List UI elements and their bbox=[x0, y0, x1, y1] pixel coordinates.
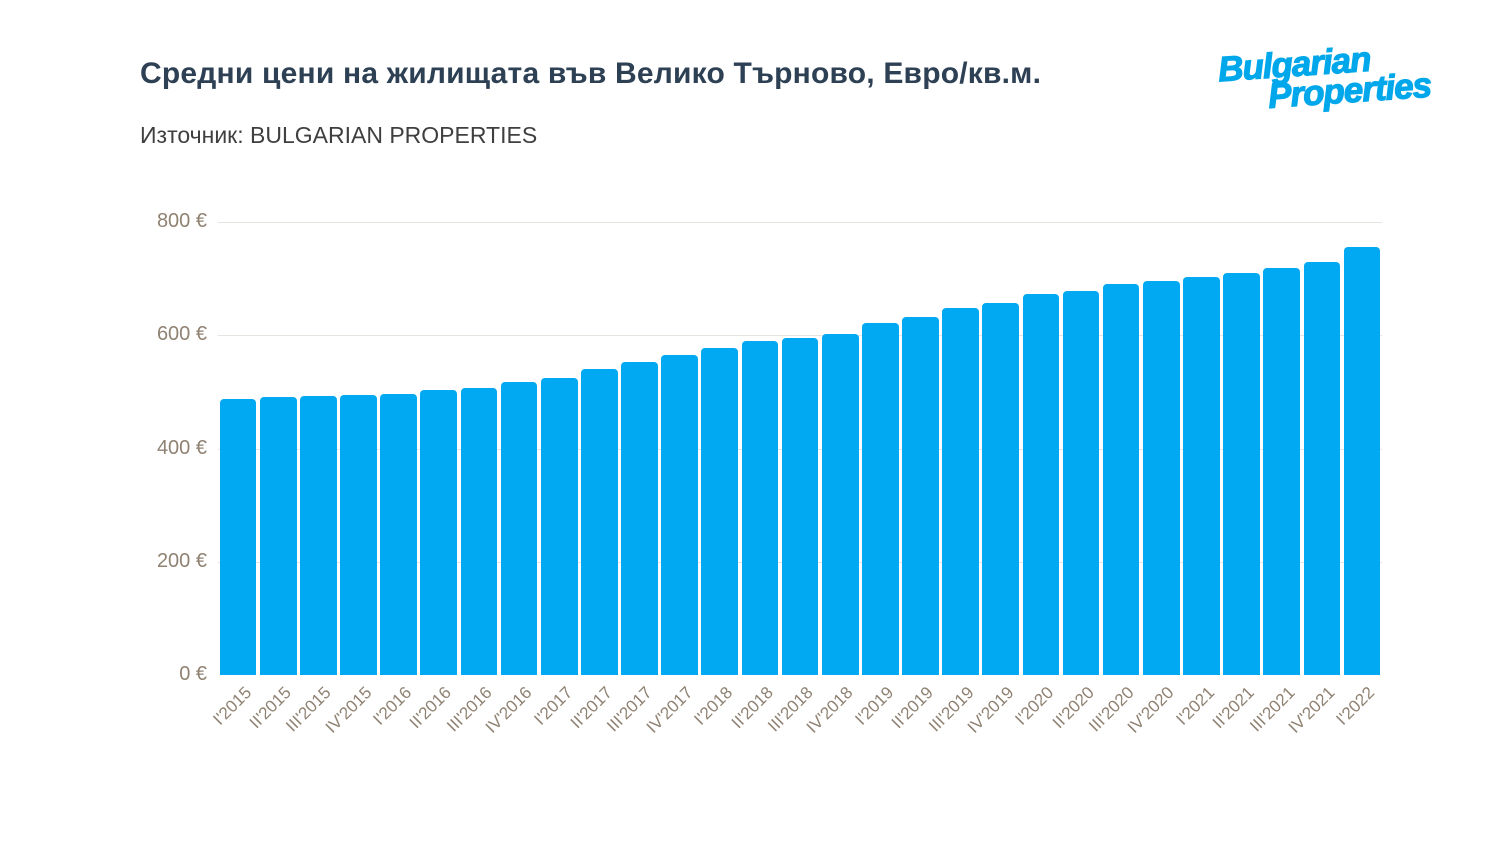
chart-source-label: Източник: BULGARIAN PROPERTIES bbox=[140, 122, 538, 148]
y-tick-label-600: 600 € bbox=[156, 323, 207, 346]
bar-I'2019[interactable] bbox=[862, 322, 899, 675]
bar-IV'2018[interactable] bbox=[821, 333, 859, 675]
bar-slot-II'2017: II'2017 bbox=[567, 222, 619, 732]
bar-III'2021[interactable] bbox=[1263, 268, 1301, 675]
bar-II'2021[interactable] bbox=[1223, 272, 1260, 675]
bar-slot-IV'2015: IV'2015 bbox=[321, 222, 378, 737]
bar-I'2022[interactable] bbox=[1343, 246, 1381, 675]
bar-slot-I'2016: I'2016 bbox=[369, 222, 419, 729]
x-tick-label-I'2015: I'2015 bbox=[208, 683, 255, 729]
bar-II'2019[interactable] bbox=[902, 317, 939, 675]
bar-slot-I'2017: I'2017 bbox=[530, 222, 579, 729]
bar-II'2018[interactable] bbox=[741, 340, 779, 675]
bar-IV'2017[interactable] bbox=[661, 355, 698, 675]
bar-slot-IV'2018: IV'2018 bbox=[803, 222, 860, 737]
bar-slot-III'2017: III'2017 bbox=[604, 222, 659, 735]
bar-slot-III'2015: III'2015 bbox=[283, 222, 338, 735]
bar-II'2017[interactable] bbox=[581, 368, 618, 675]
x-tick-label-I'2020: I'2020 bbox=[1011, 683, 1058, 729]
bar-I'2021[interactable] bbox=[1183, 276, 1220, 675]
bar-slot-II'2016: II'2016 bbox=[406, 222, 459, 732]
bar-IV'2019[interactable] bbox=[982, 302, 1020, 675]
bar-slot-III'2018: III'2018 bbox=[764, 222, 820, 735]
bar-slot-II'2020: II'2020 bbox=[1049, 222, 1101, 732]
bar-slot-I'2015: I'2015 bbox=[209, 222, 258, 729]
bar-slot-I'2019: I'2019 bbox=[851, 222, 900, 729]
bar-slot-II'2021: II'2021 bbox=[1209, 222, 1262, 732]
bar-II'2020[interactable] bbox=[1062, 291, 1100, 675]
chart-title: Средни цени на жилищата във Велико Търно… bbox=[140, 57, 1042, 90]
bar-IV'2020[interactable] bbox=[1142, 280, 1180, 675]
bar-slot-I'2021: I'2021 bbox=[1172, 222, 1221, 729]
bar-I'2017[interactable] bbox=[540, 377, 578, 675]
bar-III'2016[interactable] bbox=[460, 387, 498, 675]
bar-slot-IV'2020: IV'2020 bbox=[1124, 222, 1181, 737]
x-tick-label-I'2018: I'2018 bbox=[690, 683, 737, 729]
bar-IV'2021[interactable] bbox=[1303, 261, 1341, 675]
plot-area: I'2015 II'2015 III'2015 IV'2015 I'2016 II'201… bbox=[209, 222, 1382, 737]
bar-IV'2015[interactable] bbox=[340, 395, 377, 675]
bar-slot-II'2015: II'2015 bbox=[246, 222, 298, 732]
bar-slot-III'2019: III'2019 bbox=[925, 222, 981, 735]
bar-III'2020[interactable] bbox=[1102, 284, 1140, 675]
bar-slot-III'2020: III'2020 bbox=[1085, 222, 1141, 735]
x-tick-label-I'2022: I'2022 bbox=[1332, 683, 1379, 729]
bar-I'2016[interactable] bbox=[380, 393, 417, 675]
x-tick-label-I'2017: I'2017 bbox=[530, 683, 576, 729]
bar-slot-III'2021: III'2021 bbox=[1246, 222, 1302, 735]
y-tick-label-800: 800 € bbox=[156, 210, 207, 232]
bar-IV'2016[interactable] bbox=[500, 382, 538, 675]
gridline-800 bbox=[218, 222, 1382, 223]
bar-slot-I'2018: I'2018 bbox=[691, 222, 740, 729]
bar-I'2020[interactable] bbox=[1022, 294, 1060, 675]
bar-III'2017[interactable] bbox=[621, 361, 658, 675]
gridline-600 bbox=[218, 335, 1382, 337]
bar-slot-III'2016: III'2016 bbox=[443, 222, 499, 735]
y-tick-label-0: 0 € bbox=[179, 663, 207, 685]
bar-slot-IV'2019: IV'2019 bbox=[964, 222, 1021, 737]
bar-slot-II'2018: II'2018 bbox=[727, 222, 780, 732]
y-tick-label-200: 200 € bbox=[156, 549, 207, 572]
bar-II'2016[interactable] bbox=[420, 389, 458, 675]
bar-II'2015[interactable] bbox=[259, 396, 297, 675]
bar-slot-II'2019: II'2019 bbox=[888, 222, 940, 732]
bar-III'2015[interactable] bbox=[300, 395, 337, 675]
bar-III'2018[interactable] bbox=[781, 337, 819, 675]
y-tick-label-400: 400 € bbox=[156, 436, 207, 459]
bar-slot-IV'2016: IV'2016 bbox=[482, 222, 539, 737]
bar-III'2019[interactable] bbox=[942, 308, 979, 675]
bar-I'2015[interactable] bbox=[219, 398, 257, 675]
bar-slot-IV'2021: IV'2021 bbox=[1285, 222, 1342, 737]
bar-slot-I'2022: I'2022 bbox=[1333, 222, 1382, 729]
bar-slot-I'2020: I'2020 bbox=[1012, 222, 1061, 729]
bar-slot-IV'2017: IV'2017 bbox=[642, 222, 700, 737]
bar-I'2018[interactable] bbox=[701, 348, 739, 675]
